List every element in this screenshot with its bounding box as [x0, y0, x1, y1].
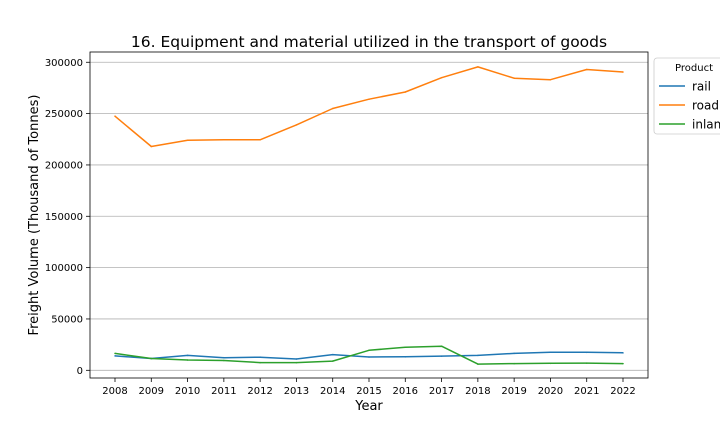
data-point-rail	[585, 351, 588, 354]
data-point-road	[150, 145, 153, 148]
series-lines	[114, 66, 624, 365]
data-point-rail	[114, 355, 116, 357]
x-axis-label: Year	[354, 399, 383, 414]
data-point-inland	[186, 359, 189, 361]
y-tick-label: 200000	[45, 160, 83, 171]
data-point-inland	[477, 363, 479, 365]
grid	[90, 61, 648, 371]
data-point-rail	[223, 356, 225, 359]
data-point-inland	[259, 361, 261, 364]
data-point-rail	[549, 351, 552, 353]
y-axis-label: Freight Volume (Thousand of Tonnes)	[27, 95, 42, 336]
y-tick-label: 250000	[45, 109, 83, 120]
x-tick-label: 2019	[501, 386, 526, 397]
data-point-rail	[477, 354, 479, 357]
legend-title: Product	[675, 63, 713, 74]
y-tick-label: 100000	[45, 263, 83, 274]
data-point-inland	[223, 359, 225, 362]
chart-title: 16. Equipment and material utilized in t…	[131, 33, 607, 51]
x-axis: 2008 2009 2010 2011 2012 2013 2014 2015 2016 2017…	[102, 378, 636, 397]
data-point-road	[186, 139, 189, 142]
data-point-road	[585, 68, 588, 71]
data-point-rail	[295, 358, 298, 360]
legend-label-road: road	[692, 99, 719, 113]
data-point-rail	[404, 356, 407, 358]
y-tick-label: 150000	[45, 212, 83, 223]
y-tick-label: 50000	[51, 314, 83, 325]
data-point-road	[295, 124, 298, 126]
data-point-inland	[114, 352, 116, 355]
data-point-road	[622, 71, 624, 73]
legend: Product rail road inland	[653, 57, 720, 135]
data-point-inland	[440, 345, 443, 347]
x-tick-label: 2010	[175, 386, 200, 397]
data-point-road	[513, 77, 515, 79]
data-point-road	[549, 78, 552, 81]
x-tick-label: 2009	[139, 386, 164, 397]
x-tick-label: 2011	[211, 386, 236, 397]
data-point-rail	[513, 352, 515, 355]
data-point-road	[477, 66, 479, 68]
legend-label-rail: rail	[692, 80, 711, 94]
data-point-inland	[368, 349, 370, 352]
data-point-road	[440, 76, 443, 79]
x-tick-label: 2021	[574, 386, 599, 397]
data-point-road	[404, 91, 407, 93]
x-tick-label: 2013	[284, 386, 309, 397]
data-point-road	[368, 98, 370, 100]
x-tick-label: 2016	[393, 386, 418, 397]
data-point-road	[114, 115, 116, 117]
y-tick-label: 300000	[45, 58, 83, 69]
data-point-rail	[440, 355, 443, 357]
data-point-road	[223, 139, 225, 141]
plot-frame	[89, 51, 649, 379]
data-point-inland	[513, 362, 515, 365]
x-tick-label: 2012	[247, 386, 272, 397]
data-point-inland	[585, 362, 588, 364]
y-tick-label: 0	[77, 366, 83, 377]
data-point-rail	[186, 354, 189, 357]
data-point-inland	[150, 357, 153, 360]
series-line-road	[114, 66, 624, 148]
x-tick-label: 2017	[429, 386, 454, 397]
data-point-inland	[295, 361, 298, 364]
legend-box	[653, 57, 720, 135]
data-point-inland	[331, 360, 334, 362]
y-axis: 0 50000 100000 150000 200000 250000 300000	[45, 58, 90, 377]
data-point-rail	[368, 356, 370, 358]
data-point-rail	[259, 356, 261, 358]
series-line-rail	[114, 351, 624, 360]
data-point-road	[331, 107, 334, 110]
x-tick-label: 2020	[538, 386, 563, 397]
x-tick-label: 2008	[102, 386, 127, 397]
data-point-rail	[331, 353, 334, 356]
x-tick-label: 2022	[610, 386, 635, 397]
x-tick-label: 2018	[465, 386, 490, 397]
data-point-rail	[622, 352, 624, 354]
x-tick-label: 2014	[320, 386, 345, 397]
data-point-inland	[622, 362, 624, 365]
data-point-inland	[404, 346, 407, 348]
data-point-road	[259, 139, 261, 141]
legend-label-inland: inland	[692, 118, 720, 132]
x-tick-label: 2015	[356, 386, 381, 397]
data-point-inland	[549, 362, 552, 365]
